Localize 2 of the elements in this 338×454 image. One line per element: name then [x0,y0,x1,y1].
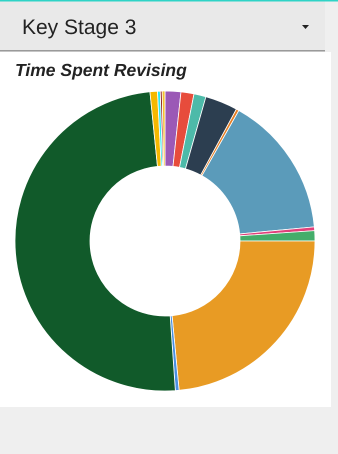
chart-title: Time Spent Revising [15,60,188,80]
text: Key Stage 3 [22,16,136,39]
